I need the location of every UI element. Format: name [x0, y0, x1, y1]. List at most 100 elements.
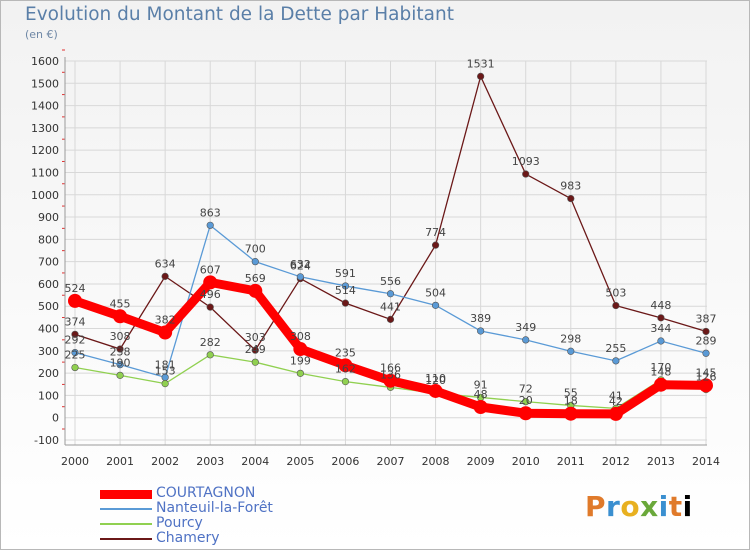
- data-point: [341, 377, 350, 386]
- data-point: [428, 383, 443, 398]
- data-label: 1093: [512, 155, 540, 168]
- y-tick-label: 1200: [31, 144, 59, 157]
- data-point: [518, 406, 533, 421]
- x-tick-label: 2001: [106, 455, 134, 468]
- data-label: 774: [425, 226, 446, 239]
- data-point: [702, 327, 710, 336]
- data-point: [116, 371, 124, 379]
- data-label: 624: [290, 260, 311, 273]
- data-point: [203, 275, 218, 290]
- data-label: 496: [200, 288, 221, 301]
- data-point: [477, 327, 485, 335]
- data-point: [567, 347, 575, 355]
- y-tick-label: 0: [52, 412, 59, 425]
- data-label: 110: [425, 372, 446, 385]
- y-tick-label: 1400: [31, 100, 59, 113]
- data-label: 162: [335, 363, 356, 376]
- y-tick-label: 800: [38, 233, 59, 246]
- series: [68, 72, 713, 421]
- data-point: [522, 336, 530, 344]
- data-label: 700: [245, 243, 266, 256]
- data-label: 145: [696, 366, 717, 379]
- data-label: 632: [290, 258, 311, 271]
- y-tick-label: -100: [34, 434, 59, 447]
- data-label: 441: [380, 300, 401, 313]
- legend-swatch: [100, 523, 152, 525]
- data-point: [383, 373, 398, 388]
- legend-label: Nanteuil-la-Forêt: [156, 500, 273, 516]
- data-point: [206, 351, 214, 359]
- x-tick-label: 2008: [422, 455, 450, 468]
- x-tick-label: 2006: [331, 455, 359, 468]
- data-label: 591: [335, 267, 356, 280]
- y-tick-label: 1300: [31, 122, 59, 135]
- data-point: [431, 301, 440, 309]
- data-point: [702, 349, 710, 357]
- data-point: [113, 309, 128, 324]
- data-label: 387: [696, 312, 717, 325]
- data-point: [116, 345, 124, 353]
- data-point: [657, 314, 665, 322]
- data-label: 1531: [467, 57, 495, 70]
- data-point: [161, 272, 169, 280]
- x-tick-label: 2007: [377, 455, 405, 468]
- data-point: [116, 361, 124, 369]
- x-tick-labels: 2000 2001 2002 2003 2004 2005 2006 2007 2008 2009…: [61, 455, 720, 468]
- data-label: 238: [110, 346, 131, 359]
- data-point: [522, 398, 530, 406]
- data-label: 18: [564, 395, 578, 408]
- data-point: [293, 342, 308, 357]
- x-tick-label: 2014: [692, 455, 720, 468]
- data-point: [657, 337, 665, 345]
- data-label: 170: [650, 361, 671, 374]
- x-tick-label: 2003: [196, 455, 224, 468]
- x-tick-label: 2011: [557, 455, 585, 468]
- y-tick-label: 400: [38, 323, 59, 336]
- data-point: [206, 221, 214, 229]
- data-label: 289: [696, 334, 717, 347]
- y-tick-labels: -100 0 100 200 300 400 500 600 700 800 900 1000 1100…: [31, 55, 59, 447]
- data-point: [248, 283, 263, 298]
- data-point: [699, 378, 713, 393]
- x-tick-label: 2010: [512, 455, 540, 468]
- y-tick-label: 700: [38, 256, 59, 269]
- x-tick-label: 2004: [241, 455, 269, 468]
- y-tick-label: 100: [38, 389, 59, 402]
- data-point: [296, 273, 304, 281]
- x-tick-label: 2002: [151, 455, 179, 468]
- y-tick-label: 1500: [31, 77, 59, 90]
- data-label: 303: [245, 331, 266, 344]
- chart-subtitle: (en €): [25, 28, 58, 41]
- legend-label: Pourcy: [156, 515, 203, 531]
- data-point: [68, 293, 82, 308]
- data-label: 181: [155, 358, 176, 371]
- data-point: [477, 72, 485, 80]
- y-tick-label: 1100: [31, 166, 59, 179]
- data-point: [567, 194, 575, 203]
- data-label: 136: [380, 368, 401, 381]
- data-point: [341, 282, 350, 290]
- legend-swatch: [100, 489, 152, 499]
- data-point: [206, 303, 214, 311]
- data-label: 503: [605, 287, 626, 300]
- chart-title: Evolution du Montant de la Dette par Hab…: [25, 4, 454, 25]
- data-labels: 524 455 382 607 569 308 235 166 110 48 20 18 42 148 14…: [65, 57, 717, 408]
- data-point: [341, 299, 350, 307]
- data-point: [71, 349, 79, 357]
- data-point: [251, 358, 259, 366]
- data-label: 225: [65, 349, 86, 362]
- data-label: 42: [609, 395, 623, 408]
- x-tick-label: 2013: [647, 455, 675, 468]
- data-label: 292: [65, 334, 86, 347]
- y-tick-label: 900: [38, 211, 59, 224]
- data-point: [612, 301, 620, 310]
- y-tick-label: 200: [38, 367, 59, 380]
- data-point: [522, 170, 530, 178]
- data-label: 607: [200, 263, 221, 276]
- data-label: 504: [425, 286, 446, 299]
- data-label: 282: [200, 336, 221, 349]
- y-tick-label: 300: [38, 345, 59, 358]
- data-label: 249: [245, 343, 266, 356]
- data-label: 556: [380, 275, 401, 288]
